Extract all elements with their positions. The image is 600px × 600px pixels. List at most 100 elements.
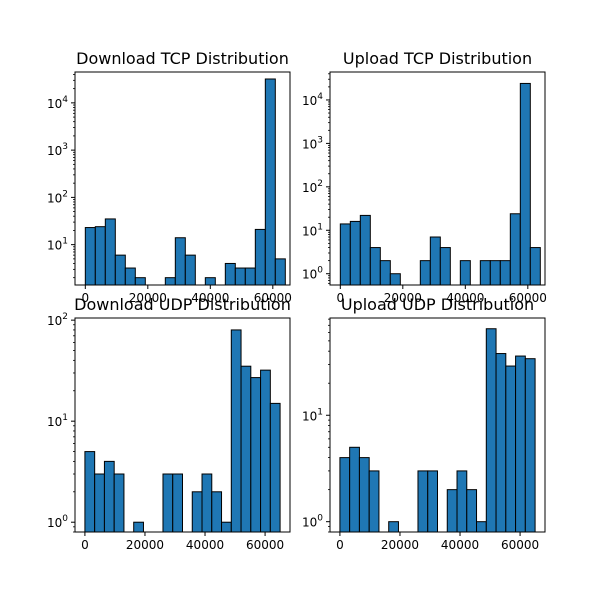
histogram-bar bbox=[162, 473, 174, 533]
histogram-bar bbox=[269, 402, 281, 533]
histogram-bar bbox=[456, 470, 468, 533]
y-tick-label: 101 bbox=[302, 222, 323, 238]
y-tick-label: 103 bbox=[47, 142, 68, 158]
histogram-bar bbox=[204, 277, 216, 286]
histogram-bar bbox=[389, 273, 401, 286]
histogram-bar bbox=[94, 226, 106, 286]
histogram-bar bbox=[224, 262, 236, 286]
histogram-bar bbox=[359, 214, 371, 286]
histogram-bar bbox=[369, 247, 381, 286]
axes-frame bbox=[329, 317, 546, 533]
y-tick-label: 100 bbox=[47, 514, 68, 530]
x-tick-label: 20000 bbox=[381, 538, 419, 552]
histogram-bar bbox=[113, 473, 125, 533]
x-tick-label: 40000 bbox=[191, 291, 229, 305]
histogram-bar bbox=[191, 491, 203, 533]
histogram-bar bbox=[524, 358, 536, 533]
x-tick-label: 0 bbox=[336, 538, 344, 552]
histogram-bar bbox=[230, 329, 242, 533]
y-tick-label: 101 bbox=[47, 237, 68, 253]
histogram-bar bbox=[339, 457, 351, 533]
x-tick-label: 60000 bbox=[501, 538, 539, 552]
x-tick-label: 20000 bbox=[384, 291, 422, 305]
x-tick-label: 20000 bbox=[126, 538, 164, 552]
histogram-bar bbox=[84, 227, 96, 286]
histogram-bar bbox=[446, 489, 458, 533]
histogram-bar bbox=[479, 260, 491, 286]
histogram-bar bbox=[172, 473, 183, 533]
subplot-download-tcp: 0 20000 40000 60000 101 102 103 104 Download TCP… bbox=[47, 49, 292, 305]
histogram-bar bbox=[358, 457, 370, 533]
histogram-bar bbox=[509, 213, 521, 286]
histogram-bar bbox=[339, 223, 351, 286]
histogram-bar bbox=[417, 470, 429, 533]
y-tick-label: 102 bbox=[302, 179, 323, 195]
subplot-upload-tcp: 0 20000 40000 60000 100 101 102 103 104 Upload TC… bbox=[302, 49, 547, 305]
y-tick-label: 103 bbox=[302, 135, 323, 151]
histogram-bar bbox=[388, 521, 399, 533]
histogram-bar bbox=[439, 247, 451, 286]
histogram-bar bbox=[466, 489, 478, 533]
y-tick-label: 100 bbox=[302, 514, 323, 530]
histogram-bar bbox=[240, 365, 252, 533]
histogram-bar bbox=[264, 78, 276, 286]
axes-frame bbox=[74, 317, 291, 533]
axes-frame bbox=[329, 71, 546, 286]
histogram-bar bbox=[459, 260, 471, 286]
y-tick-label: 102 bbox=[47, 189, 68, 205]
histogram-bar bbox=[94, 473, 105, 533]
y-tick-label: 101 bbox=[47, 413, 68, 429]
x-tick-label: 20000 bbox=[129, 291, 167, 305]
histogram-bar bbox=[221, 521, 232, 533]
x-tick-label: 60000 bbox=[254, 291, 292, 305]
histogram-bar bbox=[201, 473, 213, 533]
histogram-bar bbox=[427, 470, 439, 533]
histogram-bar bbox=[124, 267, 136, 286]
x-tick-label: 0 bbox=[336, 291, 344, 305]
histogram-bar bbox=[505, 365, 517, 533]
histogram-bar bbox=[519, 82, 531, 286]
chart-title: Download TCP Distribution bbox=[76, 49, 289, 68]
y-tick-label: 101 bbox=[302, 407, 323, 423]
histogram-bar bbox=[260, 369, 271, 533]
y-tick-label: 104 bbox=[47, 95, 68, 111]
x-tick-label: 60000 bbox=[246, 538, 284, 552]
histogram-bar bbox=[349, 220, 361, 286]
histogram-bar bbox=[515, 355, 526, 533]
histogram-bar bbox=[419, 260, 431, 286]
y-tick-label: 102 bbox=[47, 312, 68, 328]
histogram-bar bbox=[368, 470, 380, 533]
x-tick-label: 0 bbox=[81, 291, 89, 305]
histogram-bar bbox=[211, 491, 223, 533]
subplot-upload-udp: 0 20000 40000 60000 100 101 Upload UDP Distrib… bbox=[302, 295, 546, 552]
x-tick-label: 40000 bbox=[441, 538, 479, 552]
x-tick-label: 0 bbox=[81, 538, 89, 552]
subplot-download-udp: 0 20000 40000 60000 100 101 102 Download UDP Di… bbox=[47, 295, 291, 552]
histogram-bar bbox=[184, 254, 196, 286]
histogram-bar bbox=[244, 267, 256, 286]
histogram-bar bbox=[234, 267, 246, 286]
histogram-bar bbox=[133, 521, 144, 533]
chart-title: Download UDP Distribution bbox=[74, 295, 291, 314]
y-tick-label: 100 bbox=[302, 266, 323, 282]
histogram-bar bbox=[274, 258, 286, 286]
histogram-bar bbox=[174, 237, 186, 286]
x-tick-label: 40000 bbox=[446, 291, 484, 305]
axes-frame bbox=[74, 71, 291, 286]
histogram-bar bbox=[134, 277, 146, 286]
histogram-bar bbox=[495, 353, 507, 533]
histogram-bar bbox=[103, 460, 115, 533]
histogram-bar bbox=[499, 260, 511, 286]
histogram-bar bbox=[164, 277, 176, 286]
chart-title: Upload UDP Distribution bbox=[341, 295, 534, 314]
chart-title: Upload TCP Distribution bbox=[343, 49, 532, 68]
histogram-bar bbox=[429, 236, 441, 286]
histogram-bar bbox=[114, 254, 126, 286]
x-tick-label: 60000 bbox=[509, 291, 547, 305]
histogram-bar bbox=[104, 218, 116, 286]
histogram-bar bbox=[254, 228, 266, 286]
histogram-bar bbox=[489, 260, 501, 286]
x-tick-label: 40000 bbox=[186, 538, 224, 552]
histogram-bar bbox=[485, 328, 497, 533]
